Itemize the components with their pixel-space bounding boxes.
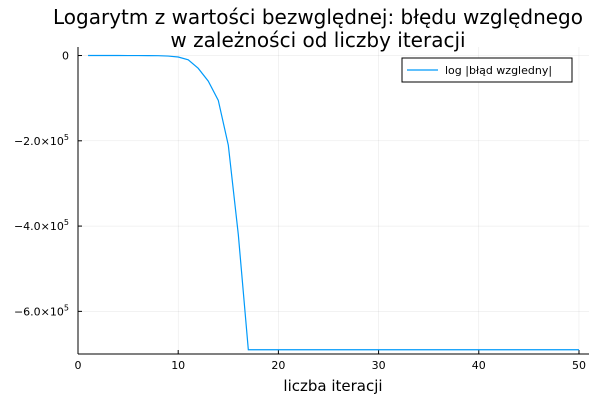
y-tick-label: −2.0×105	[14, 133, 69, 148]
y-tick-label: −6.0×105	[14, 303, 69, 318]
series-line	[88, 54, 579, 351]
y-ticks: 0 −2.0×105 −4.0×105 −6.0×105	[14, 50, 82, 318]
chart-subtitle: w zależności od liczby iteracji	[170, 28, 465, 52]
x-tick-label: 20	[271, 359, 285, 372]
legend: log |błąd wzgledny|	[401, 57, 573, 83]
legend-label: log |błąd wzgledny|	[445, 64, 552, 77]
x-tick-label: 0	[75, 359, 82, 372]
x-tick-label: 30	[372, 359, 386, 372]
x-tick-label: 10	[171, 359, 185, 372]
chart-title: Logarytm z wartości bezwględnej: błędu w…	[53, 5, 583, 29]
x-ticks: 0 10 20 30 40 50	[75, 350, 586, 372]
grid	[77, 47, 589, 354]
y-tick-label: 0	[62, 50, 69, 63]
y-tick-label: −4.0×105	[14, 218, 69, 233]
x-tick-label: 40	[472, 359, 486, 372]
x-tick-label: 50	[572, 359, 586, 372]
series-group	[88, 54, 579, 351]
x-axis-label: liczba iteracji	[283, 377, 382, 395]
axes	[77, 47, 589, 355]
